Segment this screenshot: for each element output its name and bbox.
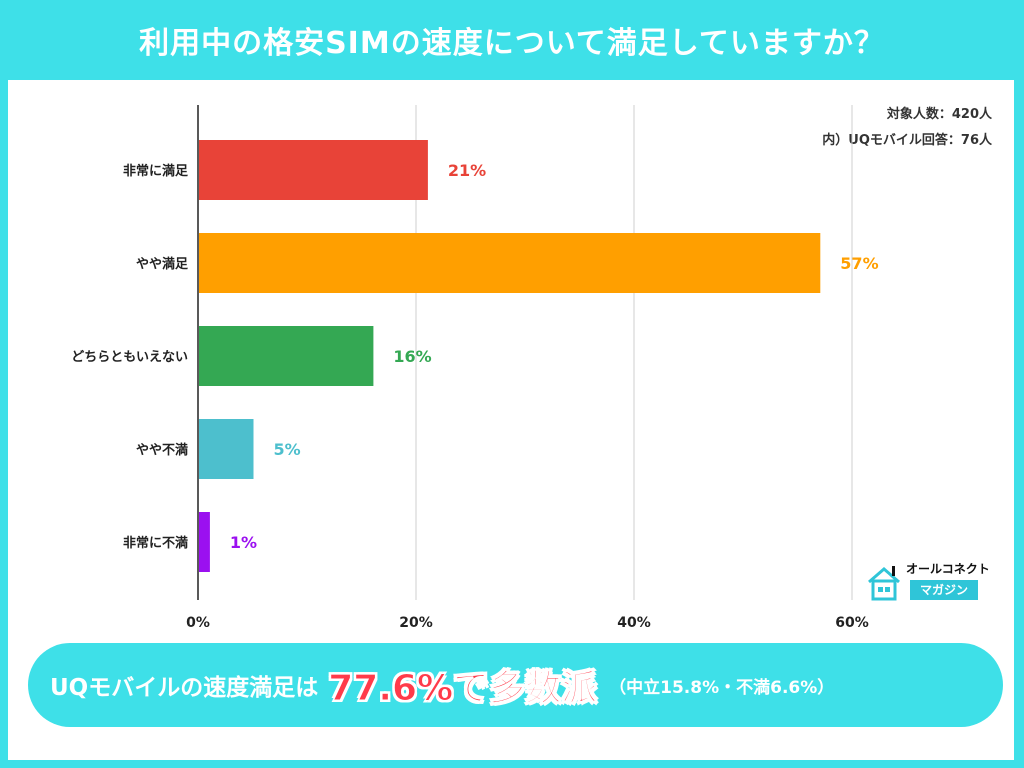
category-label: やや不満 (136, 442, 188, 458)
category-label: 非常に満足 (123, 163, 189, 179)
house-icon (868, 566, 900, 601)
respondent-total: 対象人数：420人 (886, 107, 992, 122)
bar (199, 326, 374, 386)
data-label: 16% (393, 347, 431, 366)
summary-box: UQモバイルの速度満足は 77.6%で多数派 （中立15.8%・不満6.6%） (28, 643, 1003, 727)
data-label: 57% (840, 254, 878, 273)
x-tick-label: 40% (617, 615, 651, 631)
brand-logo: オールコネクト マガジン (866, 558, 1006, 608)
summary-lead: UQモバイルの速度満足は (50, 675, 319, 701)
logo-bottom-text: マガジン (910, 580, 979, 600)
respondent-subgroup: 内）UQモバイル回答：76人 (822, 133, 992, 148)
category-label: 非常に不満 (123, 535, 188, 551)
bar (199, 233, 821, 293)
logo-top-text: オールコネクト (906, 562, 990, 576)
category-label: どちらともいえない (71, 350, 188, 365)
page-title-banner: 利用中の格安SIMの速度について満足していますか？ (0, 0, 1024, 80)
data-label: 1% (230, 533, 257, 552)
summary-highlight: 77.6%で多数派 (328, 668, 598, 710)
page-title: 利用中の格安SIMの速度について満足していますか？ (139, 26, 885, 61)
summary-note: （中立15.8%・不満6.6%） (609, 677, 835, 698)
bar (199, 419, 254, 479)
x-tick-label: 60% (835, 615, 869, 631)
data-label: 21% (448, 161, 486, 180)
bar-chart: 0% 20% 40% 60% 非常に満足 21% やや満足 57% どちらともいえない 16% やや… (71, 105, 879, 631)
bar (199, 512, 210, 572)
x-tick-label: 0% (186, 615, 210, 631)
category-label: やや満足 (136, 256, 189, 272)
data-label: 5% (274, 440, 301, 459)
respondent-info: 対象人数：420人 内）UQモバイル回答：76人 (822, 102, 992, 154)
x-tick-label: 20% (399, 615, 433, 631)
bar (199, 140, 428, 200)
